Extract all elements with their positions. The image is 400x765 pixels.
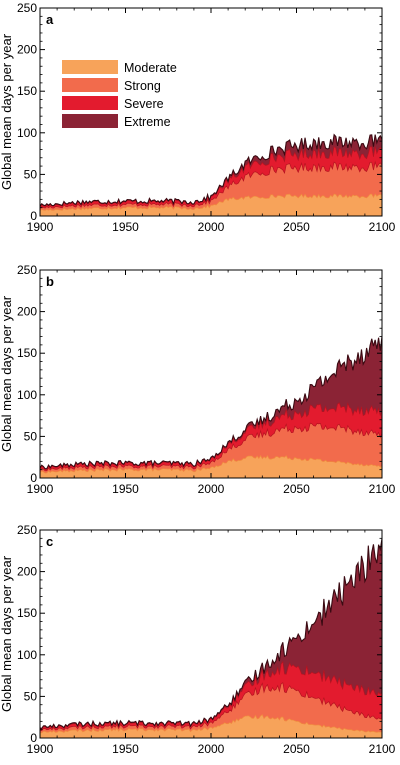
area-severe (40, 402, 382, 471)
area-strong (40, 682, 382, 733)
area-outline-severe (40, 660, 382, 730)
y-tick-label: 50 (24, 429, 38, 443)
x-tick-label: 2000 (198, 742, 225, 756)
y-axis-label: Global mean days per year (0, 33, 14, 190)
area-severe (40, 661, 382, 731)
legend-swatch-extreme (62, 114, 118, 128)
legend-label-moderate: Moderate (124, 61, 177, 75)
y-axis-label: Global mean days per year (0, 555, 14, 712)
y-tick-label: 0 (30, 209, 37, 223)
area-outline-extreme (40, 133, 382, 207)
area-extreme (40, 336, 382, 470)
y-tick-label: 0 (30, 731, 37, 745)
area-outline-extreme (40, 538, 382, 730)
area-moderate (40, 455, 382, 478)
x-tick-label: 2100 (369, 220, 396, 234)
x-tick-label: 2050 (283, 742, 310, 756)
x-tick-label: 2050 (283, 482, 310, 496)
chart-panel-c: 1900 1950 2000 2050 2100 0 50 100 150 200 250 c Glob… (0, 523, 396, 756)
x-tick-label: 1950 (112, 220, 139, 234)
area-moderate (40, 194, 382, 216)
panel-label: b (46, 274, 54, 289)
x-tick-label: 1950 (112, 742, 139, 756)
panel-label: a (46, 12, 54, 27)
y-tick-label: 150 (17, 84, 37, 98)
area-outline-moderate (40, 714, 382, 734)
legend-swatch-moderate (62, 60, 118, 74)
y-tick-label: 50 (24, 689, 38, 703)
legend-label-extreme: Extreme (124, 115, 171, 129)
chart-panel-a: 1900 1950 2000 2050 2100 0 50 100 150 200 250 a Glob… (0, 1, 396, 234)
legend-label-strong: Strong (124, 79, 161, 93)
y-tick-label: 100 (17, 388, 37, 402)
x-tick-label: 2100 (369, 742, 396, 756)
y-tick-label: 100 (17, 648, 37, 662)
area-strong (40, 162, 382, 211)
area-outline-moderate (40, 454, 382, 474)
area-extreme (40, 538, 382, 730)
y-tick-label: 100 (17, 126, 37, 140)
y-tick-label: 250 (17, 263, 37, 277)
area-layers (40, 133, 382, 216)
x-tick-label: 2000 (198, 220, 225, 234)
y-tick-label: 0 (30, 471, 37, 485)
legend: Moderate Strong Severe Extreme (62, 60, 177, 129)
legend-label-severe: Severe (124, 97, 164, 111)
area-layers (40, 336, 382, 478)
area-outline-strong (40, 422, 382, 472)
y-tick-label: 150 (17, 606, 37, 620)
y-tick-label: 250 (17, 523, 37, 537)
y-tick-label: 200 (17, 43, 37, 57)
area-layers (40, 538, 382, 738)
y-tick-label: 200 (17, 305, 37, 319)
area-extreme (40, 134, 382, 207)
x-tick-label: 1900 (27, 220, 54, 234)
y-tick-label: 200 (17, 565, 37, 579)
x-tick-label: 2050 (283, 220, 310, 234)
x-tick-label: 2000 (198, 482, 225, 496)
area-severe (40, 146, 382, 209)
area-outline-extreme (40, 336, 382, 470)
y-tick-label: 50 (24, 167, 38, 181)
x-tick-label: 2100 (369, 482, 396, 496)
x-tick-label: 1900 (27, 482, 54, 496)
chart-panel-b: 1900 1950 2000 2050 2100 0 50 100 150 200 250 b Glob… (0, 263, 396, 496)
x-tick-label: 1900 (27, 742, 54, 756)
area-strong (40, 423, 382, 473)
y-axis-label: Global mean days per year (0, 295, 14, 452)
area-outline-strong (40, 682, 382, 732)
area-outline-strong (40, 160, 382, 209)
legend-swatch-strong (62, 78, 118, 92)
y-tick-label: 150 (17, 346, 37, 360)
x-tick-label: 1950 (112, 482, 139, 496)
legend-swatch-severe (62, 96, 118, 110)
y-tick-label: 250 (17, 1, 37, 15)
panel-label: c (46, 534, 53, 549)
area-moderate (40, 714, 382, 738)
area-outline-moderate (40, 193, 382, 211)
